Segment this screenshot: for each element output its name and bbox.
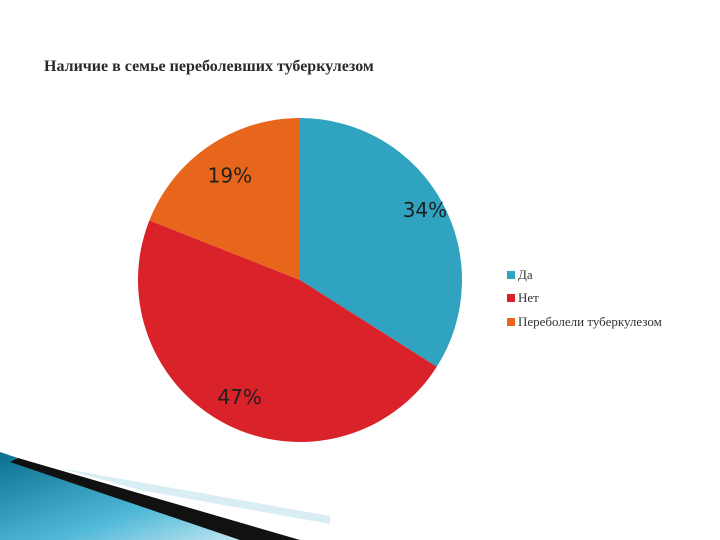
- pie-data-label-3: 19%: [208, 163, 252, 187]
- chart-title: Наличие в семье переболевших туберкулезо…: [44, 58, 374, 75]
- black-stripe: [10, 458, 300, 540]
- pie-slice-3: [149, 118, 300, 280]
- legend-item-pereboleli: Переболели туберкулезом: [507, 310, 662, 334]
- legend-item-da: Да: [507, 263, 662, 287]
- legend-label: Да: [518, 266, 533, 282]
- pie-slice-1: [300, 118, 463, 367]
- legend: Да Нет Переболели туберкулезом: [507, 263, 662, 334]
- legend-item-net: Нет: [507, 287, 662, 311]
- legend-label: Переболели туберкулезом: [518, 313, 662, 329]
- legend-swatch: [507, 270, 515, 279]
- pie-data-label-1: 34%: [403, 198, 447, 222]
- light-stripe: [60, 468, 330, 524]
- legend-swatch: [507, 317, 515, 326]
- legend-swatch: [507, 294, 515, 303]
- legend-label: Нет: [518, 290, 539, 306]
- pie-data-label-2: 47%: [217, 385, 261, 409]
- pie-slice-2: [137, 220, 437, 443]
